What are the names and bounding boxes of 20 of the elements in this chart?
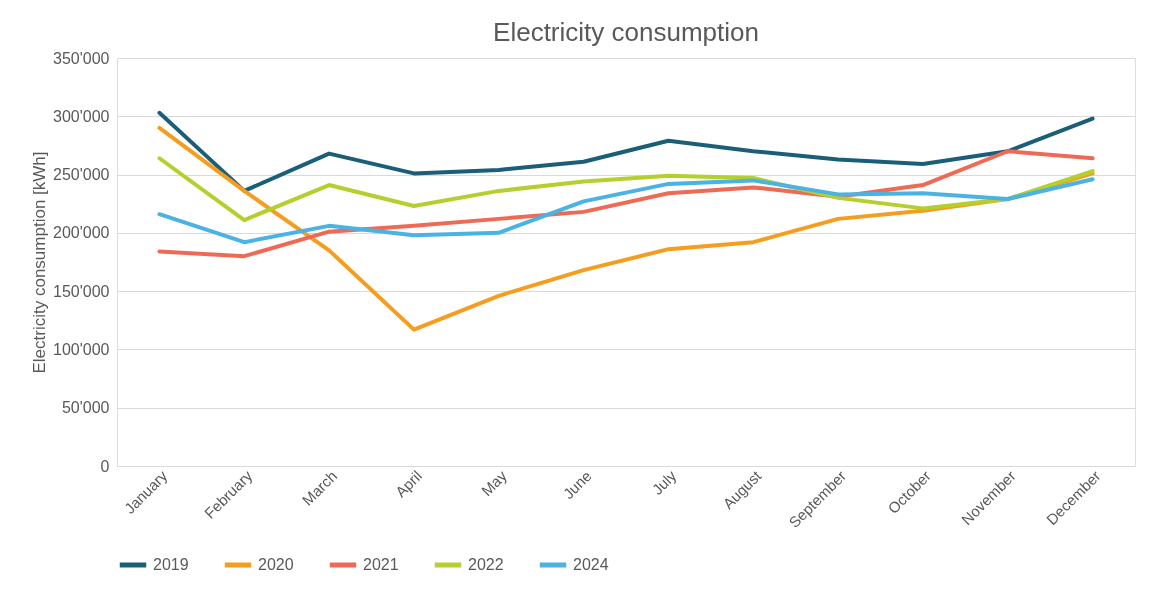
legend-label: 2019 <box>153 556 189 573</box>
legend-label: 2024 <box>573 556 609 573</box>
legend-label: 2020 <box>258 556 294 573</box>
y-tick-label: 150'000 <box>53 282 110 300</box>
x-tick-label: July <box>648 466 680 498</box>
line-series <box>157 149 1095 259</box>
line-series <box>157 110 1095 193</box>
legend-label: 2021 <box>363 556 399 573</box>
x-tick-label: May <box>477 466 511 500</box>
y-tick-label: 250'000 <box>53 166 110 184</box>
y-tick-label: 350'000 <box>53 49 110 67</box>
y-tick-label: 0 <box>100 457 110 475</box>
y-tick-label: 50'000 <box>61 399 110 417</box>
line-series <box>157 177 1095 245</box>
chart-title: Electricity consumption <box>493 17 759 47</box>
y-tick-label: 300'000 <box>53 107 110 125</box>
y-tick-label: 100'000 <box>53 340 110 358</box>
y-tick-label: 200'000 <box>53 224 110 242</box>
legend-label: 2022 <box>468 556 504 573</box>
y-axis-title: Electricity consumption [kWh] <box>30 151 50 374</box>
